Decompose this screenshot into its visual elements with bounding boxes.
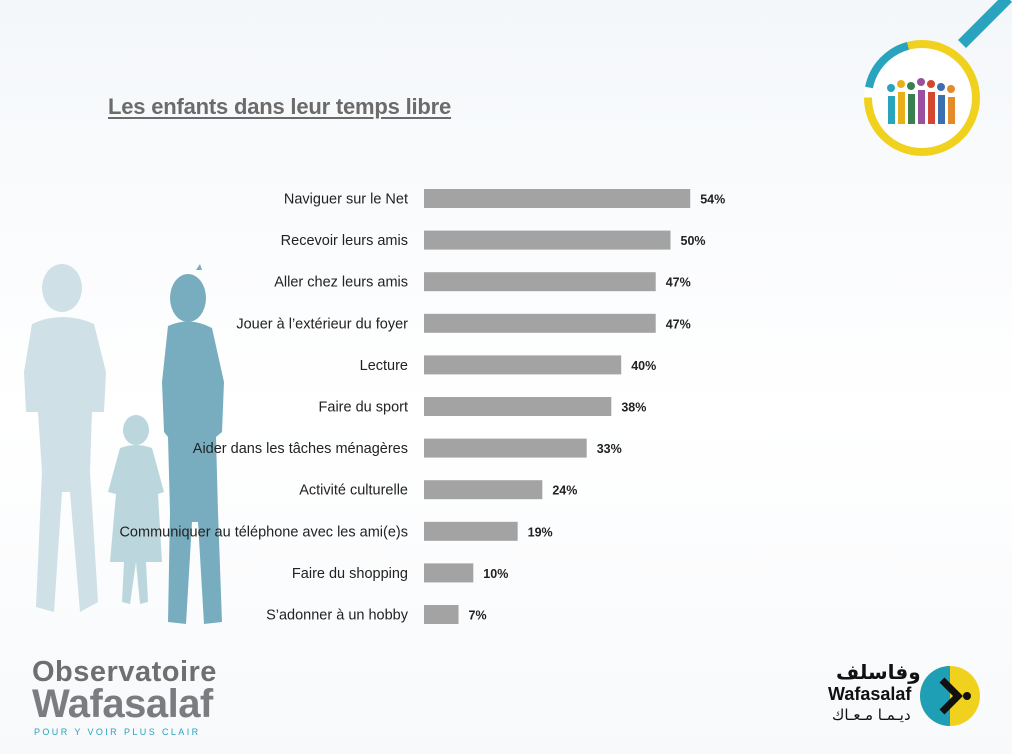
logo-line-2: Wafasalaf [32,682,213,726]
bar [424,397,612,416]
value-label: 40% [631,359,656,373]
value-label: 19% [528,525,553,539]
bar [424,313,656,333]
value-label: 7% [469,609,487,623]
value-label: 24% [552,484,577,498]
observatoire-logo: Observatoire Wafasalaf POUR Y VOIR PLUS … [32,656,262,740]
category-label: Faire du shopping [292,566,408,582]
wafasalaf-logo: وفاسلف Wafasalaf ديـمـا مـعـاك [822,660,992,740]
category-label: Activité culturelle [299,483,408,499]
observatory-badge-icon [864,0,1012,156]
bar [424,605,459,624]
logo-arabic-top: وفاسلف [836,660,921,684]
category-label: Naviguer sur le Net [284,192,408,208]
bar [424,230,671,250]
category-label: Lecture [360,358,408,374]
logo-line-1: Observatoire [32,656,217,688]
bar [424,355,622,375]
category-label: Aider dans les tâches ménagères [193,441,408,457]
bar [424,272,656,292]
value-label: 10% [483,567,508,581]
category-label: Faire du sport [319,400,408,416]
value-label: 54% [700,193,725,207]
value-label: 38% [621,401,646,415]
category-label: S’adonner à un hobby [266,608,409,624]
logo-arabic-bottom: ديـمـا مـعـاك [832,706,911,724]
category-label: Jouer à l’extérieur du foyer [236,316,408,332]
wafasalaf-arrow-icon [920,666,980,726]
bar [424,189,691,208]
value-label: 47% [666,276,691,290]
value-label: 33% [597,442,622,456]
logo-tagline: POUR Y VOIR PLUS CLAIR [34,727,201,737]
category-label: Aller chez leurs amis [274,275,408,291]
category-label: Communiquer au téléphone avec les ami(e)… [119,524,408,540]
bar [424,438,587,458]
value-label: 50% [681,234,706,248]
category-label: Recevoir leurs amis [281,233,408,249]
bar [424,521,518,541]
family-silhouette-icon [24,264,224,624]
value-label: 47% [666,317,691,331]
logo-name: Wafasalaf [828,684,912,704]
bar [424,563,474,583]
page-title: Les enfants dans leur temps libre [108,94,452,119]
bar [424,480,543,500]
